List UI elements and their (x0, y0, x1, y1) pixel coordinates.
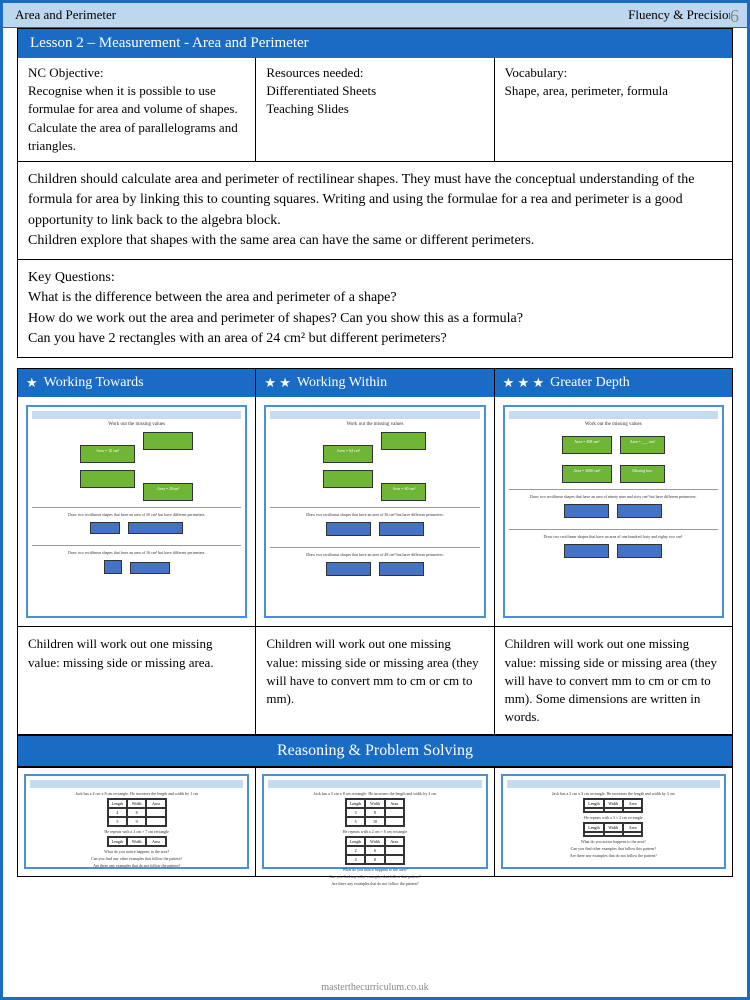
level-depth-desc: Children will work out one missing value… (495, 627, 732, 734)
questions-label: Key Questions: (28, 270, 115, 285)
description-block: Children should calculate area and perim… (18, 162, 732, 260)
resources-cell: Resources needed: Differentiated Sheets … (256, 58, 494, 161)
lesson-box: Lesson 2 – Measurement - Area and Perime… (17, 28, 733, 358)
worksheet-mini: Work out the missing values Area = 10 cm… (26, 405, 247, 618)
resources-text: Differentiated Sheets Teaching Slides (266, 83, 376, 116)
resources-label: Resources needed: (266, 65, 363, 80)
star-icon: ★ (26, 375, 38, 391)
header-right: Fluency & Precision (628, 7, 735, 23)
footer-text: masterthecurriculum.co.uk (3, 982, 747, 993)
level-within-desc: Children will work out one missing value… (256, 627, 493, 734)
reasoning-cell-3: Jack has a 2 cm x 3 cm rectangle. He inc… (494, 767, 733, 877)
worksheet-mini: Work out the missing values Area = 64 cm… (264, 405, 485, 618)
vocab-cell: Vocabulary: Shape, area, perimeter, form… (495, 58, 732, 161)
questions-block: Key Questions: What is the difference be… (18, 260, 732, 357)
vocab-label: Vocabulary: (505, 65, 568, 80)
worksheet-towards: Work out the missing values Area = 10 cm… (18, 397, 255, 627)
question-1: What is the difference between the area … (28, 290, 397, 305)
level-towards-title: Working Towards (44, 375, 144, 391)
worksheet-mini: Work out the missing values Area = 408 c… (503, 405, 724, 618)
level-towards: ★ Working Towards Work out the missing v… (17, 368, 256, 735)
objective-text: Recognise when it is possible to use for… (28, 83, 238, 153)
header-bar: Area and Perimeter Fluency & Precision (3, 3, 747, 28)
level-depth: ★ ★ ★ Greater Depth Work out the missing… (494, 368, 733, 735)
question-3: Can you have 2 rectangles with an area o… (28, 331, 447, 346)
levels-row: ★ Working Towards Work out the missing v… (17, 368, 733, 735)
reasoning-mini: Jack has a 4 cm x 8 cm rectangle. He inc… (24, 774, 249, 869)
star-icon: ★ ★ ★ (503, 375, 544, 391)
star-icon: ★ ★ (264, 375, 291, 391)
page-number: 6 (730, 6, 739, 27)
objective-label: NC Objective: (28, 65, 103, 80)
lesson-title: Lesson 2 – Measurement - Area and Perime… (18, 29, 732, 58)
vocab-text: Shape, area, perimeter, formula (505, 83, 668, 98)
level-depth-header: ★ ★ ★ Greater Depth (495, 369, 732, 397)
question-2: How do we work out the area and perimete… (28, 311, 523, 326)
header-left: Area and Perimeter (15, 7, 116, 23)
level-within: ★ ★ Working Within Work out the missing … (255, 368, 494, 735)
level-towards-desc: Children will work out one missing value… (18, 627, 255, 734)
info-row: NC Objective: Recognise when it is possi… (18, 58, 732, 162)
worksheet-within: Work out the missing values Area = 64 cm… (256, 397, 493, 627)
reasoning-mini: Jack has a 3 cm x 8 cm rectangle. He inc… (262, 774, 487, 869)
level-within-title: Working Within (297, 375, 387, 391)
reasoning-cell-1: Jack has a 4 cm x 8 cm rectangle. He inc… (17, 767, 256, 877)
level-within-header: ★ ★ Working Within (256, 369, 493, 397)
reasoning-row: Jack has a 4 cm x 8 cm rectangle. He inc… (17, 767, 733, 877)
reasoning-header: Reasoning & Problem Solving (17, 735, 733, 767)
worksheet-depth: Work out the missing values Area = 408 c… (495, 397, 732, 627)
reasoning-cell-2: Jack has a 3 cm x 8 cm rectangle. He inc… (255, 767, 494, 877)
page-container: Area and Perimeter Fluency & Precision 6… (0, 0, 750, 1000)
reasoning-mini: Jack has a 2 cm x 3 cm rectangle. He inc… (501, 774, 726, 869)
level-depth-title: Greater Depth (550, 375, 630, 391)
level-towards-header: ★ Working Towards (18, 369, 255, 397)
objective-cell: NC Objective: Recognise when it is possi… (18, 58, 256, 161)
content-wrap: Lesson 2 – Measurement - Area and Perime… (3, 28, 747, 891)
